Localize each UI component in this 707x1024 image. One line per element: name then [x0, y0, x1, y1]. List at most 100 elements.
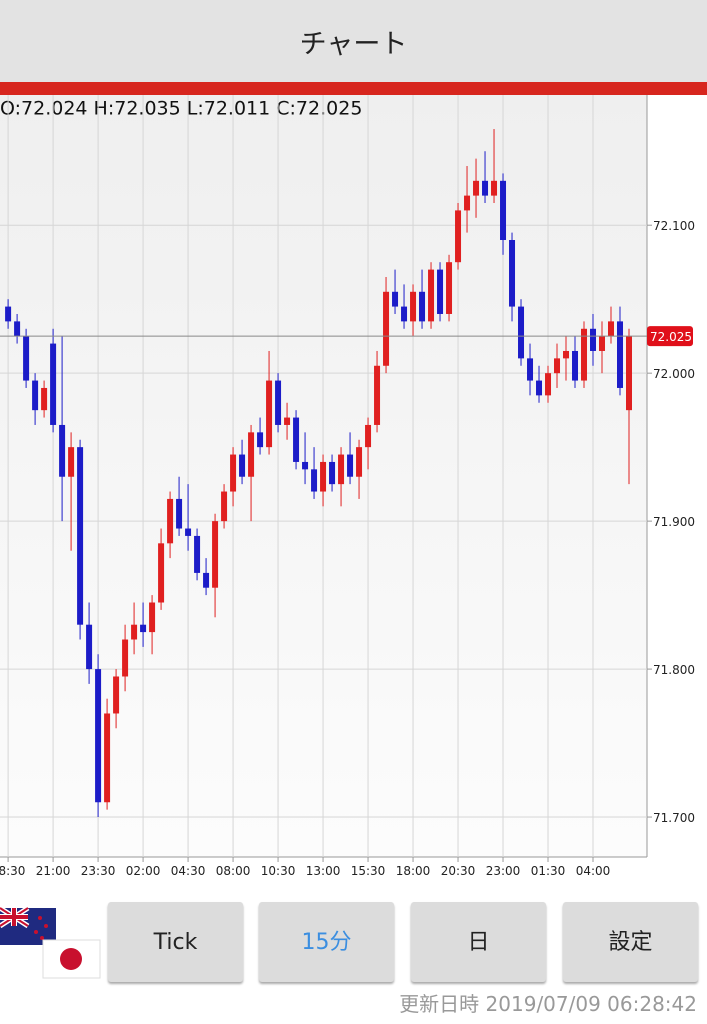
- chart: O:72.024 H:72.035 L:72.011 C:72.025 71.7…: [0, 95, 695, 878]
- candle-body: [545, 373, 552, 396]
- candle-body: [482, 180, 489, 196]
- timeframe-button[interactable]: Tick: [108, 902, 243, 982]
- candle-body: [158, 543, 165, 603]
- y-tick-label: 71.900: [653, 515, 695, 529]
- candle-body: [464, 195, 471, 211]
- x-tick-label: 23:00: [486, 864, 521, 878]
- candle-body: [356, 447, 363, 477]
- candle-body: [374, 365, 381, 425]
- candle-body: [59, 424, 66, 477]
- x-tick-label: 04:30: [171, 864, 206, 878]
- ohlc-info: O:72.024 H:72.035 L:72.011 C:72.025: [0, 98, 362, 120]
- candle-body: [131, 624, 138, 640]
- candle-body: [419, 291, 426, 322]
- candle-body: [104, 713, 111, 803]
- candle-body: [32, 380, 39, 411]
- candle-body: [500, 180, 507, 241]
- candle-body: [527, 358, 534, 381]
- candle-body: [284, 417, 291, 425]
- candle-body: [293, 417, 300, 462]
- candle-body: [86, 624, 93, 670]
- timeframe-button[interactable]: 日: [411, 902, 546, 982]
- candle-body: [194, 535, 201, 573]
- candle-body: [428, 269, 435, 322]
- candle-body: [230, 454, 237, 492]
- candle-body: [77, 447, 84, 625]
- candle-body: [203, 572, 210, 588]
- candle-body: [410, 291, 417, 322]
- x-tick-label: 01:30: [531, 864, 566, 878]
- candle-body: [509, 240, 516, 307]
- x-tick-label: 21:00: [36, 864, 71, 878]
- candle-body: [455, 210, 462, 263]
- candle-body: [5, 306, 12, 322]
- candle-body: [95, 669, 102, 803]
- x-tick-label: 23:30: [81, 864, 116, 878]
- x-tick-label: 04:00: [576, 864, 611, 878]
- timeframe-button[interactable]: 設定: [563, 902, 698, 982]
- candle-body: [212, 521, 219, 588]
- candle-body: [347, 454, 354, 477]
- candle-body: [563, 350, 570, 359]
- timeframe-button[interactable]: 15分: [259, 902, 394, 982]
- candle-body: [176, 498, 183, 529]
- candle-body: [221, 491, 228, 522]
- candle-body: [14, 321, 21, 337]
- candle-body: [617, 321, 624, 388]
- candle-body: [437, 269, 444, 314]
- candle-body: [536, 380, 543, 396]
- candle-body: [257, 432, 264, 448]
- candle-body: [572, 350, 579, 381]
- candle-body: [320, 461, 327, 492]
- app-title: チャート: [0, 0, 707, 82]
- candle-body: [608, 321, 615, 337]
- candle-body: [50, 343, 57, 425]
- candle-body: [518, 306, 525, 359]
- x-tick-label: 10:30: [261, 864, 296, 878]
- candle-body: [383, 291, 390, 366]
- x-tick-label: 02:00: [126, 864, 161, 878]
- candle-body: [392, 291, 399, 307]
- candle-body: [185, 528, 192, 536]
- candle-body: [140, 624, 147, 633]
- candle-body: [302, 461, 309, 470]
- candle-body: [446, 262, 453, 314]
- candle-body: [275, 380, 282, 425]
- last-price-box: [647, 326, 693, 347]
- y-tick-label: 71.700: [653, 811, 695, 825]
- candle-body: [113, 676, 120, 714]
- candle-body: [311, 469, 318, 492]
- candle-body: [473, 180, 480, 196]
- candle-body: [554, 358, 561, 374]
- last-price-label: 72.025: [650, 330, 692, 344]
- x-tick-label: 18:00: [396, 864, 431, 878]
- candle-body: [122, 639, 129, 677]
- accent-bar: [0, 82, 707, 95]
- candle-body: [68, 447, 75, 477]
- x-tick-label: 20:30: [441, 864, 476, 878]
- x-tick-label: 18:30: [0, 864, 25, 878]
- candle-body: [329, 461, 336, 485]
- candle-body: [41, 387, 48, 411]
- x-tick-label: 15:30: [351, 864, 386, 878]
- y-tick-label: 71.800: [653, 663, 695, 677]
- candle-body: [23, 336, 30, 381]
- x-tick-label: 08:00: [216, 864, 251, 878]
- candle-body: [239, 454, 246, 477]
- y-tick-label: 72.100: [653, 219, 695, 233]
- candle-body: [167, 498, 174, 544]
- candle-body: [626, 336, 633, 411]
- candle-body: [365, 424, 372, 448]
- candle-body: [266, 380, 273, 448]
- candle-body: [581, 328, 588, 381]
- candle-body: [401, 306, 408, 322]
- updated-time: 更新日時 2019/07/09 06:28:42: [399, 992, 697, 1016]
- candle-body: [248, 432, 255, 477]
- candle-body: [599, 336, 606, 351]
- x-tick-label: 13:00: [306, 864, 341, 878]
- candle-body: [149, 602, 156, 633]
- candle-body: [590, 328, 597, 351]
- candle-body: [338, 454, 345, 485]
- candle-body: [491, 180, 498, 196]
